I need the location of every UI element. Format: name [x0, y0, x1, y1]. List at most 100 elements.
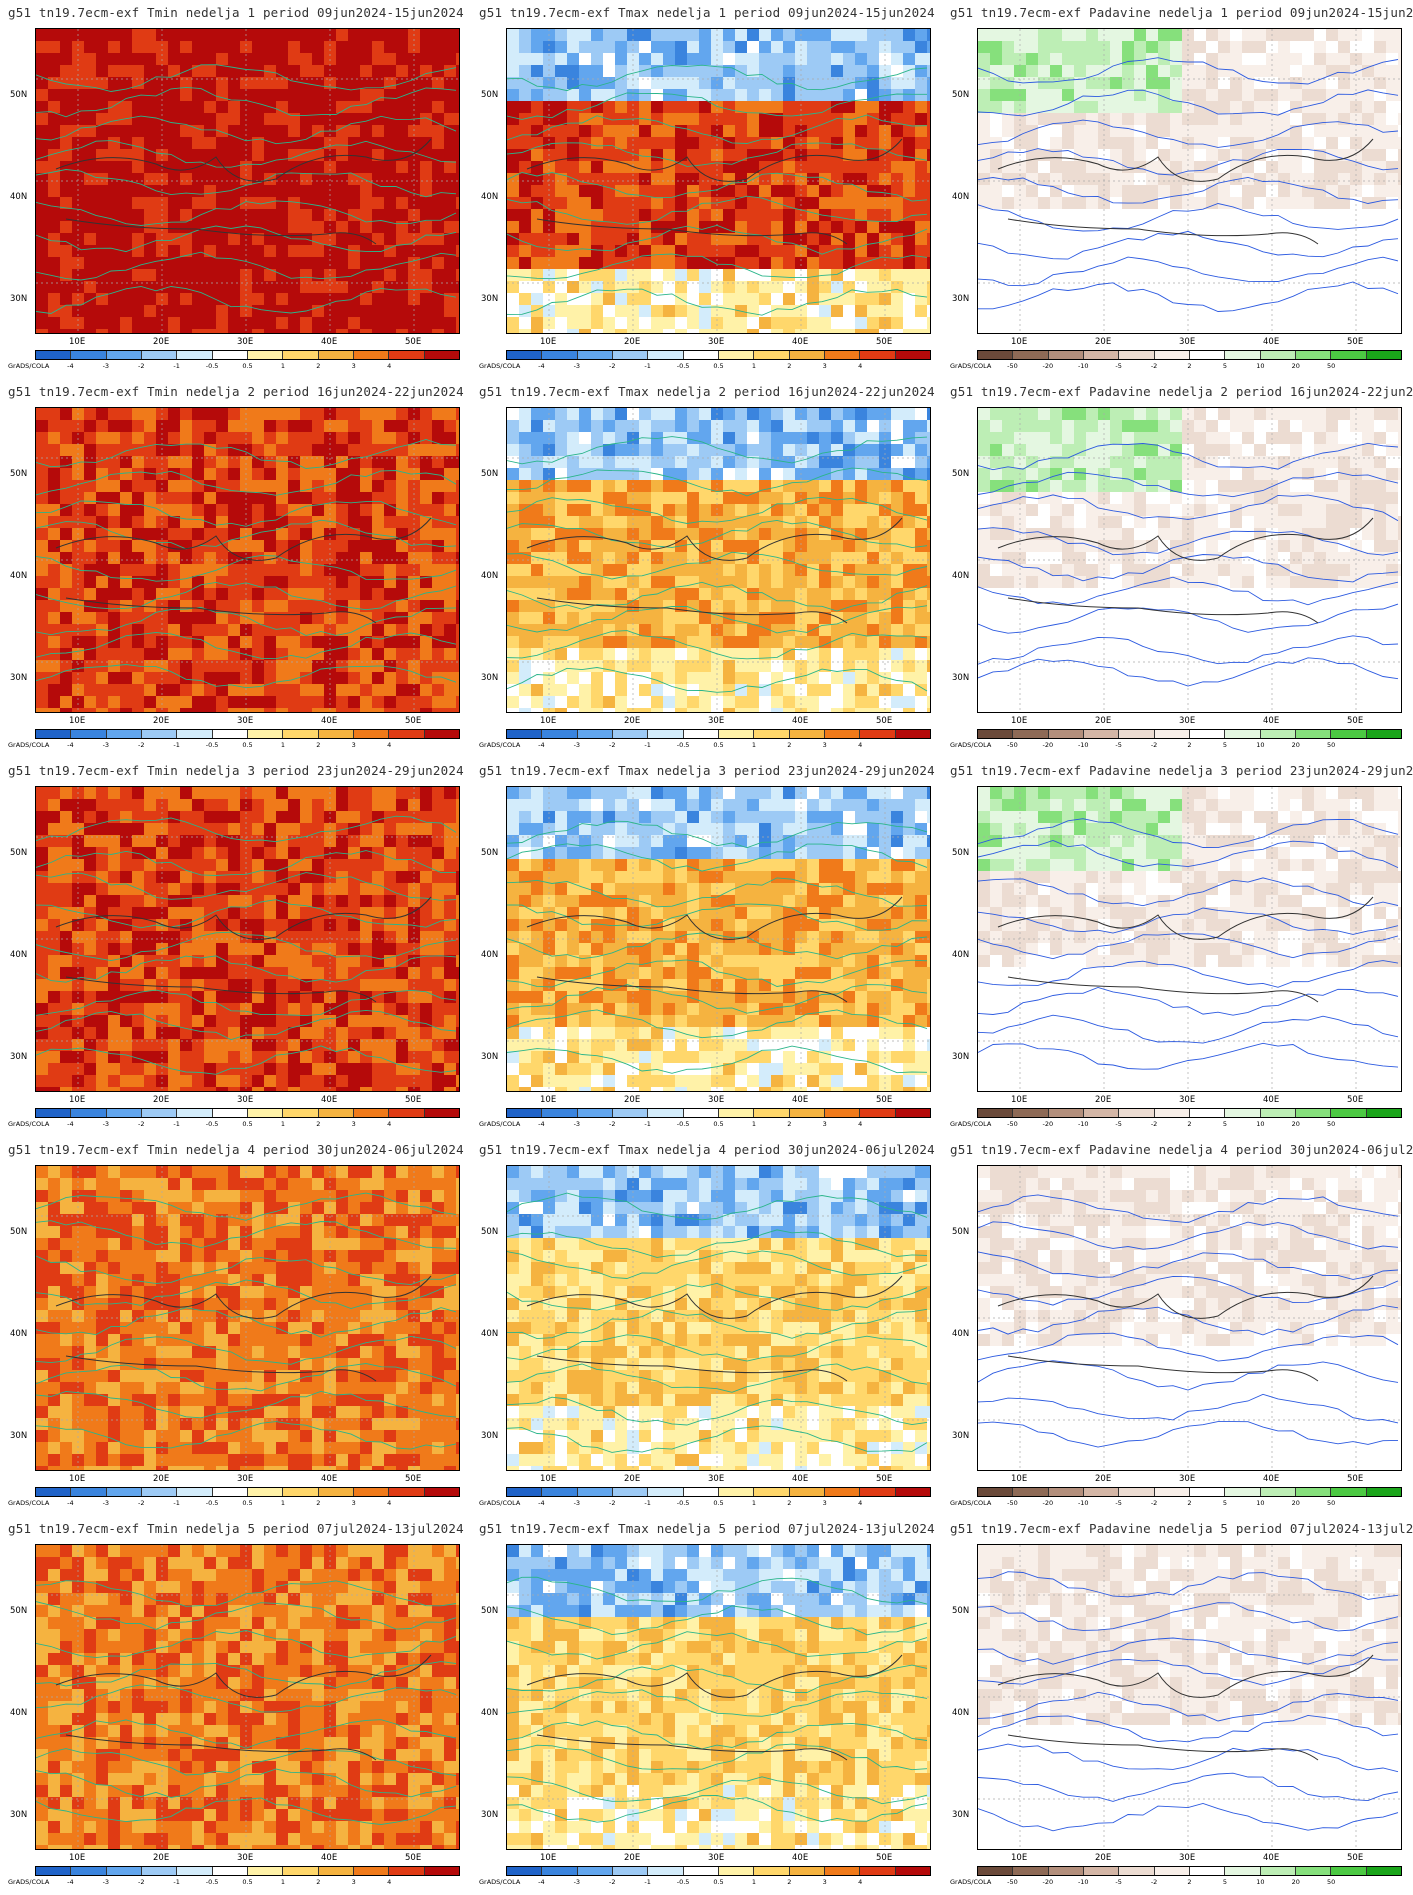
panel-title: g51 tn19.7ecm-exf Tmax nedelja 3 period …: [479, 763, 935, 778]
color-bar-segment: [860, 1867, 896, 1875]
color-bar-label: 1: [280, 1120, 285, 1128]
longitude-label: 10E: [540, 716, 557, 726]
longitude-label: 40E: [1263, 1095, 1280, 1105]
color-bar-label: -10: [1077, 1120, 1089, 1128]
color-bar-label: -50: [1007, 1878, 1018, 1886]
color-bar-segment: [71, 1488, 107, 1496]
color-bar-label: 0.5: [242, 1120, 253, 1128]
contour-line: [36, 1255, 457, 1286]
color-bar-label: 4: [858, 362, 863, 370]
color-bar: [35, 350, 460, 360]
panel-tmax-week-3: g51 tn19.7ecm-exf Tmax nedelja 3 period …: [471, 758, 942, 1137]
color-bar-segment: [36, 1867, 72, 1875]
color-bar-label: 2: [1187, 1878, 1192, 1886]
color-bar: [35, 729, 460, 739]
contour-line: [978, 1221, 1399, 1250]
color-bar-label: -3: [573, 362, 581, 370]
color-bar-segment: [318, 1109, 354, 1117]
coastline: [997, 138, 1374, 245]
color-bar-label: -1: [644, 1878, 651, 1886]
contour-line: [978, 635, 1399, 665]
color-bar-label: 2: [787, 1120, 792, 1128]
panel-title: g51 tn19.7ecm-exf Tmax nedelja 4 period …: [479, 1142, 935, 1157]
color-bar-segment: [424, 1867, 459, 1875]
grads-credit: GrADS/COLA: [479, 1120, 521, 1128]
color-bar-segment: [424, 1109, 459, 1117]
color-bar-label: -2: [1150, 1499, 1158, 1507]
color-bar-segment: [612, 1488, 649, 1496]
longitude-label: 10E: [1011, 337, 1028, 347]
latitude-label: 30N: [952, 1052, 970, 1062]
tmax-map: [506, 1544, 931, 1850]
longitude-label: 10E: [69, 1095, 86, 1105]
color-bar-segment: [247, 1867, 284, 1875]
longitude-label: 50E: [1347, 1095, 1364, 1105]
color-bar-segment: [177, 351, 213, 359]
color-bar-segment: [978, 1488, 1014, 1496]
contour-line: [36, 872, 457, 901]
longitude-label: 40E: [321, 1095, 338, 1105]
color-bar-segment: [718, 351, 755, 359]
grads-credit: GrADS/COLA: [479, 741, 521, 749]
longitude-label: 30E: [708, 716, 725, 726]
contour-line: [507, 1229, 928, 1258]
color-bar-segment: [1295, 1867, 1332, 1875]
color-bar-segment: [860, 1109, 896, 1117]
color-bar-segment: [318, 351, 354, 359]
color-bar-segment: [648, 1488, 684, 1496]
longitude-label: 10E: [540, 1095, 557, 1105]
color-bar-label: 2: [316, 1120, 321, 1128]
color-bar-segment: [1154, 730, 1190, 738]
color-bar-label: 2: [1187, 741, 1192, 749]
color-bar-segment: [507, 730, 543, 738]
contour-line: [36, 1335, 457, 1365]
color-bar-label: -2: [138, 1120, 145, 1128]
color-bar-segment: [1225, 1488, 1261, 1496]
panel-title: g51 tn19.7ecm-exf Padavine nedelja 5 per…: [950, 1521, 1413, 1536]
color-bar-label: -50: [1007, 1120, 1018, 1128]
color-bar-label: -0.5: [205, 1878, 219, 1886]
color-bar-segment: [542, 1867, 578, 1875]
contour-line: [507, 114, 928, 144]
color-bar-label: 3: [822, 362, 827, 370]
color-bar-segment: [648, 730, 684, 738]
color-bar-segment: [141, 730, 178, 738]
longitude-label: 20E: [153, 716, 170, 726]
color-bar-label: -20: [1042, 362, 1054, 370]
longitude-label: 30E: [237, 337, 254, 347]
longitude-label: 20E: [624, 1095, 641, 1105]
longitude-label: 20E: [1095, 1095, 1112, 1105]
color-bar-segment: [212, 1488, 248, 1496]
color-bar-segment: [860, 730, 896, 738]
color-bar-segment: [683, 1109, 719, 1117]
contour-line: [507, 1192, 928, 1221]
color-bar: [506, 729, 931, 739]
contour-line: [978, 203, 1399, 232]
longitude-label: 40E: [792, 1095, 809, 1105]
color-bar-segment: [577, 351, 613, 359]
panel-title: g51 tn19.7ecm-exf Tmin nedelja 3 period …: [8, 763, 464, 778]
contour-line: [978, 1772, 1399, 1802]
color-bar-segment: [978, 351, 1014, 359]
color-bar-label: 0.5: [713, 1499, 724, 1507]
latitude-label: 40N: [952, 950, 970, 960]
color-bar-label: -5: [1115, 362, 1122, 370]
color-bar: [977, 1108, 1402, 1118]
latitude-label: 30N: [481, 1052, 499, 1062]
contour-line: [36, 1363, 457, 1392]
coastline: [997, 517, 1374, 624]
color-bar-segment: [507, 1867, 543, 1875]
contour-line: [507, 1776, 928, 1805]
contour-line: [978, 1014, 1399, 1044]
longitude-label: 30E: [237, 1853, 254, 1863]
color-bar-segment: [1331, 1488, 1367, 1496]
coastline: [526, 138, 903, 245]
contour-line: [36, 470, 457, 496]
color-bar-label: 4: [387, 1878, 392, 1886]
latitude-label: 40N: [10, 571, 28, 581]
grads-credit: GrADS/COLA: [950, 1120, 992, 1128]
color-bar-label: -20: [1042, 1120, 1054, 1128]
color-bar-segment: [36, 730, 72, 738]
color-bar-segment: [389, 351, 425, 359]
contour-line: [36, 1630, 457, 1659]
